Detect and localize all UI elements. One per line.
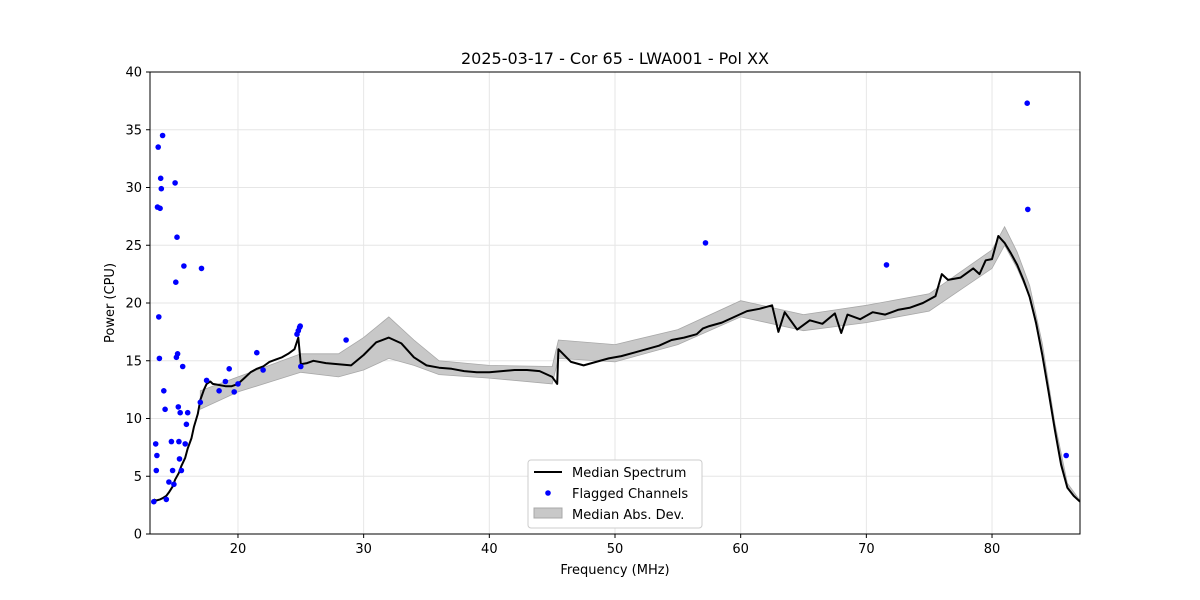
- flagged-channel-point: [222, 378, 229, 385]
- legend-flagged-label: Flagged Channels: [572, 487, 688, 502]
- flagged-channel-point: [226, 366, 232, 372]
- flagged-channel-point: [883, 262, 890, 268]
- y-tick-label: 20: [125, 297, 142, 312]
- flagged-channel-point: [153, 467, 160, 474]
- flagged-channel-point: [163, 496, 170, 503]
- flagged-channel-point: [1025, 206, 1031, 213]
- y-tick-label: 15: [125, 354, 142, 369]
- x-tick-label: 70: [858, 542, 875, 557]
- x-tick-label: 20: [230, 542, 247, 557]
- flagged-channel-point: [175, 404, 182, 410]
- y-tick-label: 25: [125, 239, 142, 254]
- flagged-channel-point: [156, 355, 163, 362]
- y-tick-label: 35: [125, 123, 142, 138]
- flagged-channel-point: [173, 279, 179, 286]
- y-tick-label: 0: [134, 528, 142, 543]
- flagged-channel-point: [158, 185, 165, 192]
- flagged-channel-points: [151, 100, 1069, 505]
- flagged-channel-point: [156, 314, 162, 320]
- flagged-channel-point: [181, 263, 187, 269]
- flagged-channel-point: [182, 441, 188, 447]
- flagged-channel-point: [184, 409, 191, 416]
- flagged-channel-point: [168, 438, 175, 445]
- y-tick-label: 5: [134, 470, 142, 485]
- legend: Median Spectrum Flagged Channels Median …: [527, 459, 703, 529]
- median-spectrum-path: [153, 235, 1081, 503]
- flagged-channel-point: [151, 498, 157, 505]
- chart-title: 2025-03-17 - Cor 65 - LWA001 - Pol XX: [461, 49, 769, 68]
- x-axis-ticks: 20 30 40 50 60 70 80: [230, 534, 1001, 557]
- flagged-channel-point: [161, 388, 167, 394]
- flagged-channel-point: [176, 438, 182, 445]
- y-axis-label: Power (CPU): [103, 263, 118, 343]
- y-axis-ticks: 0 5 10 15 20 25 30 35 40: [125, 66, 150, 543]
- flagged-channel-point: [178, 467, 185, 474]
- flagged-channel-point: [1063, 452, 1069, 459]
- flagged-channel-point: [235, 381, 241, 387]
- legend-mad-label: Median Abs. Dev.: [572, 508, 684, 523]
- flagged-channel-point: [198, 265, 205, 272]
- flagged-channel-point: [702, 240, 709, 246]
- median-spectrum-line: [153, 235, 1081, 503]
- flagged-channel-point: [298, 363, 304, 370]
- flagged-channel-point: [154, 452, 160, 459]
- flagged-channel-point: [172, 180, 178, 186]
- x-tick-label: 60: [732, 542, 749, 557]
- legend-mad-swatch: [533, 507, 563, 519]
- flagged-channel-point: [216, 388, 222, 394]
- flagged-channel-point: [171, 481, 177, 488]
- flagged-channel-point: [159, 132, 166, 139]
- flagged-channel-point: [343, 337, 349, 343]
- flagged-channel-point: [169, 467, 176, 474]
- flagged-channel-point: [183, 421, 190, 428]
- flagged-channel-point: [297, 323, 304, 329]
- flagged-channel-point: [174, 234, 180, 240]
- x-tick-label: 50: [607, 542, 624, 557]
- flagged-channel-point: [231, 389, 237, 395]
- flagged-channel-point: [162, 406, 168, 413]
- flagged-channel-point: [1024, 100, 1030, 106]
- flagged-channel-point: [179, 363, 186, 370]
- flagged-channel-point: [152, 441, 159, 447]
- legend-box: [527, 459, 703, 529]
- flagged-channel-point: [174, 351, 181, 357]
- y-tick-label: 40: [125, 66, 142, 81]
- flagged-channel-point: [253, 349, 260, 356]
- flagged-channel-point: [203, 377, 210, 384]
- flagged-channel-point: [260, 367, 266, 373]
- flagged-channel-point: [157, 175, 164, 182]
- x-tick-label: 40: [481, 542, 498, 557]
- flagged-channel-point: [176, 456, 183, 462]
- y-tick-label: 10: [125, 412, 142, 427]
- x-tick-label: 80: [984, 542, 1001, 557]
- flagged-channel-point: [177, 409, 183, 416]
- flagged-channel-point: [197, 399, 204, 406]
- flagged-channel-point: [155, 144, 161, 150]
- flagged-channel-point: [166, 479, 172, 485]
- legend-median-label: Median Spectrum: [572, 466, 686, 481]
- flagged-channel-point: [157, 205, 163, 212]
- y-tick-label: 30: [125, 181, 142, 196]
- x-axis-label: Frequency (MHz): [560, 563, 669, 578]
- x-tick-label: 30: [355, 542, 372, 557]
- legend-flagged-swatch: [545, 490, 551, 496]
